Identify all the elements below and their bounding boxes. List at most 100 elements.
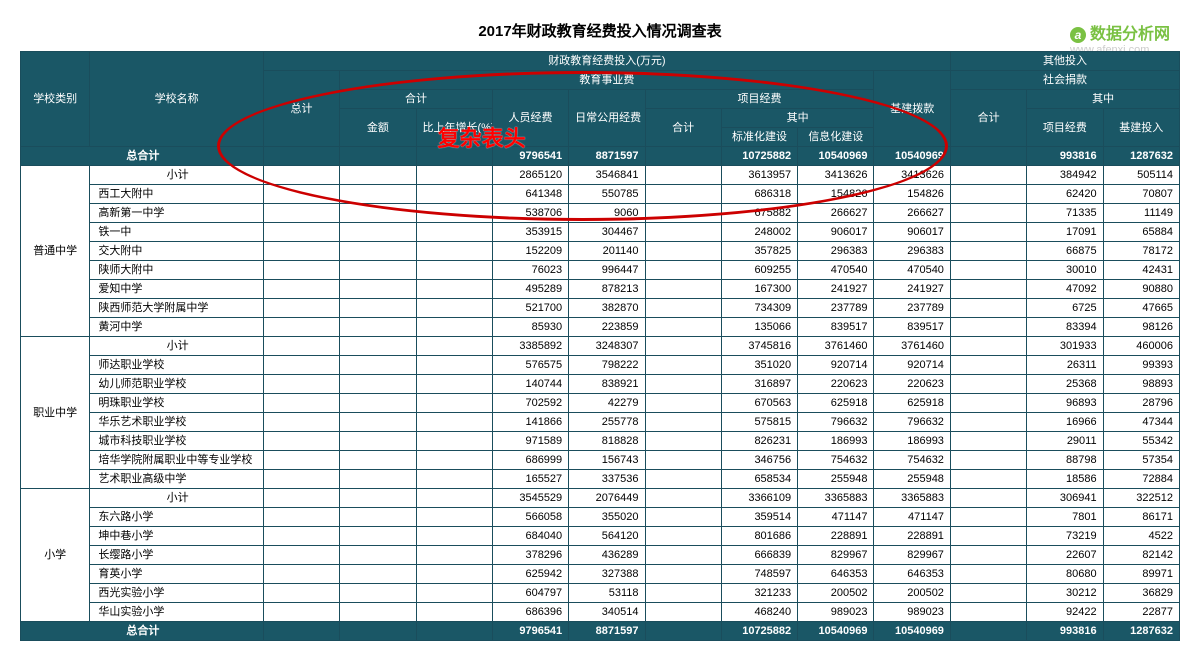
data-table: 学校类别 学校名称 财政教育经费投入(万元) 其他投入 总计 教育事业费 基建拨… xyxy=(20,51,1180,641)
hdr-project: 项目经费 xyxy=(645,90,874,109)
cell: 220623 xyxy=(874,375,950,394)
cell xyxy=(950,185,1026,204)
cell xyxy=(340,489,416,508)
school-name: 艺术职业高级中学 xyxy=(90,470,263,489)
cell: 89971 xyxy=(1103,565,1179,584)
cell xyxy=(950,337,1026,356)
data-row: 华山实验小学6863963405144682409890239890239242… xyxy=(21,603,1180,622)
cell: 646353 xyxy=(798,565,874,584)
cell: 82142 xyxy=(1103,546,1179,565)
cell: 228891 xyxy=(874,527,950,546)
school-name: 西光实验小学 xyxy=(90,584,263,603)
cell: 62420 xyxy=(1027,185,1103,204)
cell: 906017 xyxy=(874,223,950,242)
cell: 826231 xyxy=(721,432,797,451)
cell: 920714 xyxy=(798,356,874,375)
hdr-yoy: 比上年增长(%) xyxy=(416,109,492,147)
cell xyxy=(340,394,416,413)
cell: 3413626 xyxy=(874,166,950,185)
cell xyxy=(340,166,416,185)
cell xyxy=(263,204,339,223)
data-row: 铁一中3539153044672480029060179060171709165… xyxy=(21,223,1180,242)
category-cell: 职业中学 xyxy=(21,337,90,489)
cell: 90880 xyxy=(1103,280,1179,299)
cell: 521700 xyxy=(492,299,568,318)
cell xyxy=(950,413,1026,432)
cell: 98893 xyxy=(1103,375,1179,394)
cell xyxy=(263,318,339,337)
cell xyxy=(950,280,1026,299)
cell xyxy=(416,603,492,622)
cell xyxy=(340,546,416,565)
cell: 25368 xyxy=(1027,375,1103,394)
cell: 798222 xyxy=(569,356,645,375)
cell xyxy=(950,204,1026,223)
cell: 576575 xyxy=(492,356,568,375)
cell xyxy=(950,166,1026,185)
cell: 88798 xyxy=(1027,451,1103,470)
cell: 3413626 xyxy=(798,166,874,185)
cell xyxy=(645,318,721,337)
data-row: 师达职业学校5765757982223510209207149207142631… xyxy=(21,356,1180,375)
cell: 10540969 xyxy=(874,147,950,166)
cell xyxy=(416,470,492,489)
cell xyxy=(416,565,492,584)
data-row: 幼儿师范职业学校14074483892131689722062322062325… xyxy=(21,375,1180,394)
cell xyxy=(340,527,416,546)
cell: 564120 xyxy=(569,527,645,546)
cell: 604797 xyxy=(492,584,568,603)
cell xyxy=(263,527,339,546)
table-container: 复杂表头 学校类别 学校名称 财政教育经费投入(万元) 其他投入 总计 教育事业… xyxy=(20,51,1180,641)
cell: 99393 xyxy=(1103,356,1179,375)
cell: 378296 xyxy=(492,546,568,565)
cell xyxy=(950,489,1026,508)
school-name: 幼儿师范职业学校 xyxy=(90,375,263,394)
cell xyxy=(416,242,492,261)
cell: 296383 xyxy=(798,242,874,261)
cell: 2076449 xyxy=(569,489,645,508)
cell: 625918 xyxy=(874,394,950,413)
school-name: 黄河中学 xyxy=(90,318,263,337)
cell xyxy=(263,508,339,527)
cell: 3613957 xyxy=(721,166,797,185)
cell xyxy=(416,356,492,375)
hdr-heji: 合计 xyxy=(340,90,493,109)
cell xyxy=(416,375,492,394)
cell: 10725882 xyxy=(721,147,797,166)
cell xyxy=(340,337,416,356)
cell: 30212 xyxy=(1027,584,1103,603)
cell xyxy=(340,299,416,318)
cell xyxy=(950,603,1026,622)
cell xyxy=(263,489,339,508)
cell: 156743 xyxy=(569,451,645,470)
cell xyxy=(950,451,1026,470)
cell: 3366109 xyxy=(721,489,797,508)
cell: 47092 xyxy=(1027,280,1103,299)
cell: 6725 xyxy=(1027,299,1103,318)
cell xyxy=(416,546,492,565)
data-row: 陕西师范大学附属中学521700382870734309237789237789… xyxy=(21,299,1180,318)
cell: 734309 xyxy=(721,299,797,318)
cell: 566058 xyxy=(492,508,568,527)
cell xyxy=(645,470,721,489)
cell: 351020 xyxy=(721,356,797,375)
hdr-info-build: 信息化建设 xyxy=(798,128,874,147)
hdr-fiscal-edu: 财政教育经费投入(万元) xyxy=(263,52,950,71)
cell xyxy=(416,318,492,337)
cell: 686999 xyxy=(492,451,568,470)
cell xyxy=(340,622,416,641)
hdr-total: 总计 xyxy=(263,71,339,147)
cell: 8871597 xyxy=(569,147,645,166)
hdr-amount: 金额 xyxy=(340,109,416,147)
total-label: 总合计 xyxy=(21,622,264,641)
cell: 42431 xyxy=(1103,261,1179,280)
data-row: 华乐艺术职业学校14186625577857581579663279663216… xyxy=(21,413,1180,432)
cell: 470540 xyxy=(798,261,874,280)
cell xyxy=(340,584,416,603)
cell xyxy=(340,185,416,204)
cell xyxy=(950,584,1026,603)
complex-header: 学校类别 学校名称 财政教育经费投入(万元) 其他投入 总计 教育事业费 基建拨… xyxy=(21,52,1180,147)
cell xyxy=(263,280,339,299)
cell xyxy=(416,584,492,603)
cell xyxy=(416,527,492,546)
